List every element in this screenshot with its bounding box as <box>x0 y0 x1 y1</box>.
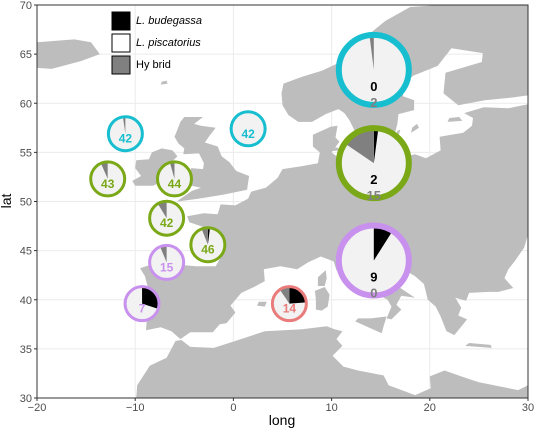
pie-count-label: 9 <box>370 269 377 284</box>
land-sardinia <box>314 287 330 311</box>
y-tick-label: 30 <box>20 393 32 405</box>
x-tick-label: 0 <box>230 402 236 414</box>
pie-slice-hybrid <box>160 245 167 263</box>
pie-ring <box>335 125 412 202</box>
pie-ring <box>335 222 412 299</box>
legend: L. budegassa L. piscatorius Hy brid <box>111 11 202 75</box>
pie-site: 02 <box>335 31 412 110</box>
pie-site: 42 <box>106 115 144 153</box>
pie-ring <box>148 243 186 281</box>
pie-site: 42 <box>148 199 186 237</box>
land-great-britain <box>174 117 250 202</box>
pie-ring <box>270 285 308 323</box>
y-tick-label: 65 <box>20 49 32 61</box>
pie-ring <box>89 160 127 198</box>
x-tick-label: −10 <box>126 402 145 414</box>
land-faroe <box>160 80 168 85</box>
pie-slice-hybrid <box>279 286 290 304</box>
y-axis-title: lat <box>0 194 14 209</box>
pie-slice-budegassa <box>373 128 379 164</box>
pie-ring <box>189 226 227 264</box>
pie-slice-hybrid <box>100 161 108 179</box>
y-tick-label: 40 <box>20 295 32 307</box>
pie-ring <box>123 285 161 323</box>
legend-label: L. budegassa <box>136 15 202 27</box>
legend-label: L. piscatorius <box>136 37 201 49</box>
legend-key <box>111 55 131 75</box>
pie-count-label: 0 <box>370 285 377 300</box>
land-mallorca <box>257 301 267 307</box>
y-tick-label: 55 <box>20 147 32 159</box>
pie-site: 14 <box>270 285 308 323</box>
pie-slice-budegassa <box>207 227 210 245</box>
pie-count-label: 2 <box>370 172 377 187</box>
pie-site: 90 <box>335 222 412 300</box>
x-tick-label: 10 <box>325 402 337 414</box>
pie-count-label: 42 <box>119 132 133 146</box>
y-tick-label: 35 <box>20 344 32 356</box>
pie-site: 7 <box>123 285 161 323</box>
y-tick-label: 45 <box>20 246 32 258</box>
y-tick-label: 50 <box>20 197 32 209</box>
pie-site: 15 <box>148 243 186 281</box>
pie-ring <box>229 110 267 148</box>
pie-count-label: 43 <box>101 177 115 191</box>
land-continental-europe <box>140 5 528 340</box>
pie-site: 42 <box>229 110 267 148</box>
pie-slice-hybrid <box>122 116 126 134</box>
x-axis-title: long <box>269 412 295 428</box>
x-tick-label: 30 <box>522 402 534 414</box>
land-map <box>37 5 528 398</box>
pie-count-label: 15 <box>367 188 381 203</box>
land-saaremaa <box>447 117 463 122</box>
land-fyn <box>328 147 340 152</box>
pie-ring <box>335 31 412 108</box>
pie-count-label: 0 <box>370 79 377 94</box>
land-crete <box>465 343 492 348</box>
pie-count-label: 14 <box>283 302 297 316</box>
pie-ring <box>106 115 144 153</box>
legend-key <box>111 33 131 53</box>
legend-key <box>111 11 131 31</box>
pie-slice-hybrid <box>201 227 208 245</box>
pie-slice-piscatorius <box>108 116 143 151</box>
legend-label: Hy brid <box>136 59 171 71</box>
pie-slice-budegassa <box>289 286 307 304</box>
x-tick-label: 20 <box>424 402 436 414</box>
pie-count-label: 2 <box>370 95 377 110</box>
pie-site: 44 <box>155 160 193 198</box>
pie-slice-budegassa <box>373 225 393 261</box>
pie-count-label: 46 <box>201 243 215 257</box>
pie-count-label: 44 <box>168 177 182 191</box>
pie-ring <box>155 160 193 198</box>
x-tick-label: −20 <box>28 402 47 414</box>
pie-site: 43 <box>89 160 127 198</box>
pie-site: 215 <box>335 125 412 203</box>
land-gotland <box>411 123 419 133</box>
pie-count-label: 15 <box>160 260 174 274</box>
pie-ring <box>148 199 186 237</box>
land-africa <box>105 326 528 398</box>
land-iceland <box>37 39 100 69</box>
pie-count-label: 42 <box>241 127 255 141</box>
pie-slice-piscatorius <box>231 111 266 146</box>
pie-slice-hybrid <box>169 161 175 179</box>
pie-slice-hybrid <box>157 201 167 219</box>
pie-count-label: 42 <box>160 216 174 230</box>
land-corsica <box>317 270 327 286</box>
y-tick-label: 70 <box>20 0 32 12</box>
pie-count-label: 7 <box>139 302 146 316</box>
pie-slice-budegassa <box>142 286 160 309</box>
y-tick-label: 60 <box>20 98 32 110</box>
land-sicily <box>355 316 387 334</box>
pie-slice-hybrid <box>369 34 374 70</box>
pie-site: 46 <box>189 226 227 264</box>
